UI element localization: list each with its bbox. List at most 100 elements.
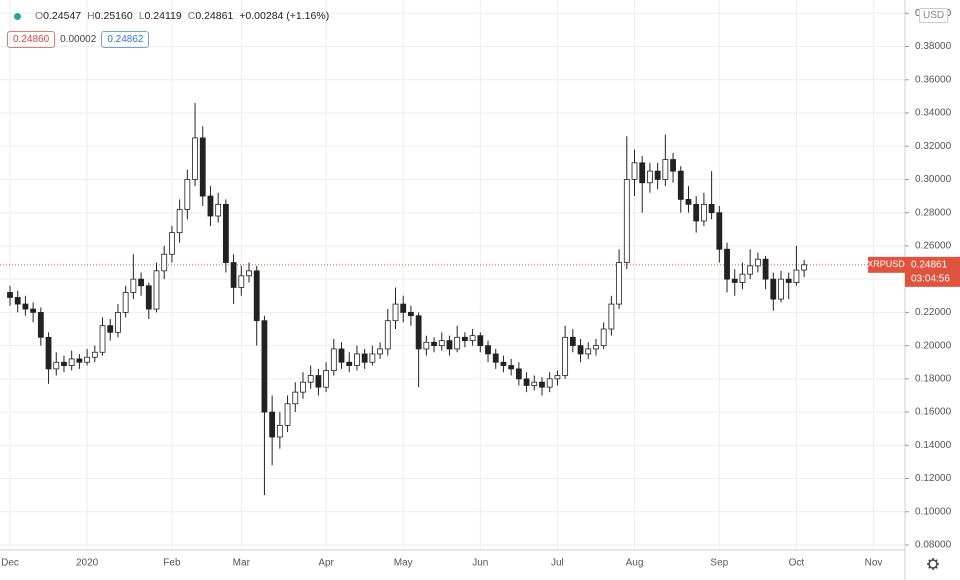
value: 0.24119 xyxy=(144,10,182,22)
candle-body xyxy=(693,203,700,222)
open: O0.24547 xyxy=(35,10,81,22)
high: H0.25160 xyxy=(87,10,133,22)
close: C0.24861 xyxy=(188,10,234,22)
candle-body xyxy=(577,345,584,355)
candle-body xyxy=(84,356,90,363)
y-tick-label: 0.14000 xyxy=(915,440,952,451)
change: +0.00284 (+1.16%) xyxy=(239,10,330,22)
value: 0.24547 xyxy=(43,10,82,22)
candle-body xyxy=(801,264,808,271)
candle-body xyxy=(423,341,430,350)
value: 0.24861 xyxy=(195,10,234,22)
candle-body xyxy=(562,336,569,376)
candle-body xyxy=(238,275,245,288)
gear-tooth xyxy=(928,559,938,569)
bid[interactable]: 0.24860 xyxy=(7,31,56,48)
x-tick-label: Feb xyxy=(163,558,181,569)
candle-body xyxy=(68,358,75,366)
candle-body xyxy=(138,278,144,287)
candle-body xyxy=(107,325,114,333)
symbol-tag-bg xyxy=(868,256,905,273)
candle-body xyxy=(747,265,754,275)
candle-body xyxy=(701,203,707,222)
candle-body xyxy=(369,353,376,363)
candle-body xyxy=(585,348,592,355)
candle-body xyxy=(215,203,222,217)
prefix: C xyxy=(187,10,196,22)
candle-body xyxy=(230,262,237,288)
candle-body xyxy=(785,278,792,283)
candle-body xyxy=(724,248,730,280)
price-tag-bg xyxy=(905,256,960,287)
status-dot xyxy=(14,12,21,20)
y-tick-label: 0.12000 xyxy=(915,473,952,484)
candle-body xyxy=(685,198,692,205)
candle-body xyxy=(176,208,183,234)
candle-body xyxy=(199,137,206,197)
candle-body xyxy=(122,292,129,313)
y-tick-label: 0.10000 xyxy=(915,506,952,517)
y-tick-label: 0.34000 xyxy=(915,108,952,119)
candle-body xyxy=(508,365,515,370)
candle-body xyxy=(793,269,800,283)
y-tick-label: 0.38000 xyxy=(915,41,952,52)
symbol-tag: XRPUSD xyxy=(867,259,905,269)
ask[interactable]: 0.24862 xyxy=(101,31,150,48)
candle-body xyxy=(770,278,777,300)
candle-body xyxy=(384,320,391,350)
candle-body xyxy=(169,232,175,255)
candle-body xyxy=(716,212,723,250)
candle-body xyxy=(315,375,322,388)
y-tick-label: 0.20000 xyxy=(915,340,952,351)
x-tick-label: Jun xyxy=(472,558,488,569)
candle-body xyxy=(7,292,13,298)
candle-body xyxy=(670,159,676,172)
candle-body xyxy=(639,162,646,184)
candle-body xyxy=(654,170,661,180)
candle-body xyxy=(431,341,437,347)
x-tick-label: 2020 xyxy=(76,558,99,569)
candle-body xyxy=(754,258,761,267)
candle-body xyxy=(392,303,399,322)
low: L0.24119 xyxy=(139,10,182,22)
candle-body xyxy=(253,270,260,322)
gear-ring xyxy=(928,559,938,569)
candle-body xyxy=(731,278,738,283)
settings-button[interactable] xyxy=(927,558,939,570)
currency-button[interactable]: USD xyxy=(919,8,949,23)
y-tick-label: 0.22000 xyxy=(915,307,952,318)
candle-body xyxy=(76,358,83,363)
x-tick-label: Nov xyxy=(865,558,883,569)
candle-body xyxy=(500,361,507,366)
candle-body xyxy=(153,270,160,310)
candle-body xyxy=(361,353,368,363)
candle-body xyxy=(30,308,37,313)
candle-body xyxy=(454,336,461,350)
prefix: O xyxy=(35,10,44,22)
candle-body xyxy=(677,170,684,200)
candle-body xyxy=(130,278,137,293)
candle-body xyxy=(161,253,168,272)
candle-body xyxy=(523,378,530,386)
candle-body xyxy=(492,353,499,363)
candle-body xyxy=(461,336,468,342)
candle-body xyxy=(708,203,715,214)
candle-body xyxy=(554,375,561,380)
candle-body xyxy=(778,278,784,300)
candle-body xyxy=(99,325,106,353)
candle-body xyxy=(292,391,299,405)
candle-body xyxy=(307,375,314,383)
candle-body xyxy=(354,353,360,366)
y-tick-label: 0.32000 xyxy=(915,141,952,152)
candle-body xyxy=(631,162,638,180)
x-tick-label: May xyxy=(394,558,413,569)
candle-body xyxy=(600,328,607,347)
candle-body xyxy=(539,381,545,388)
candle-body xyxy=(192,137,198,180)
y-tick-label: 0.18000 xyxy=(915,373,952,384)
candle-body xyxy=(91,351,98,358)
candle-body xyxy=(246,270,252,277)
prefix: H xyxy=(87,10,95,22)
